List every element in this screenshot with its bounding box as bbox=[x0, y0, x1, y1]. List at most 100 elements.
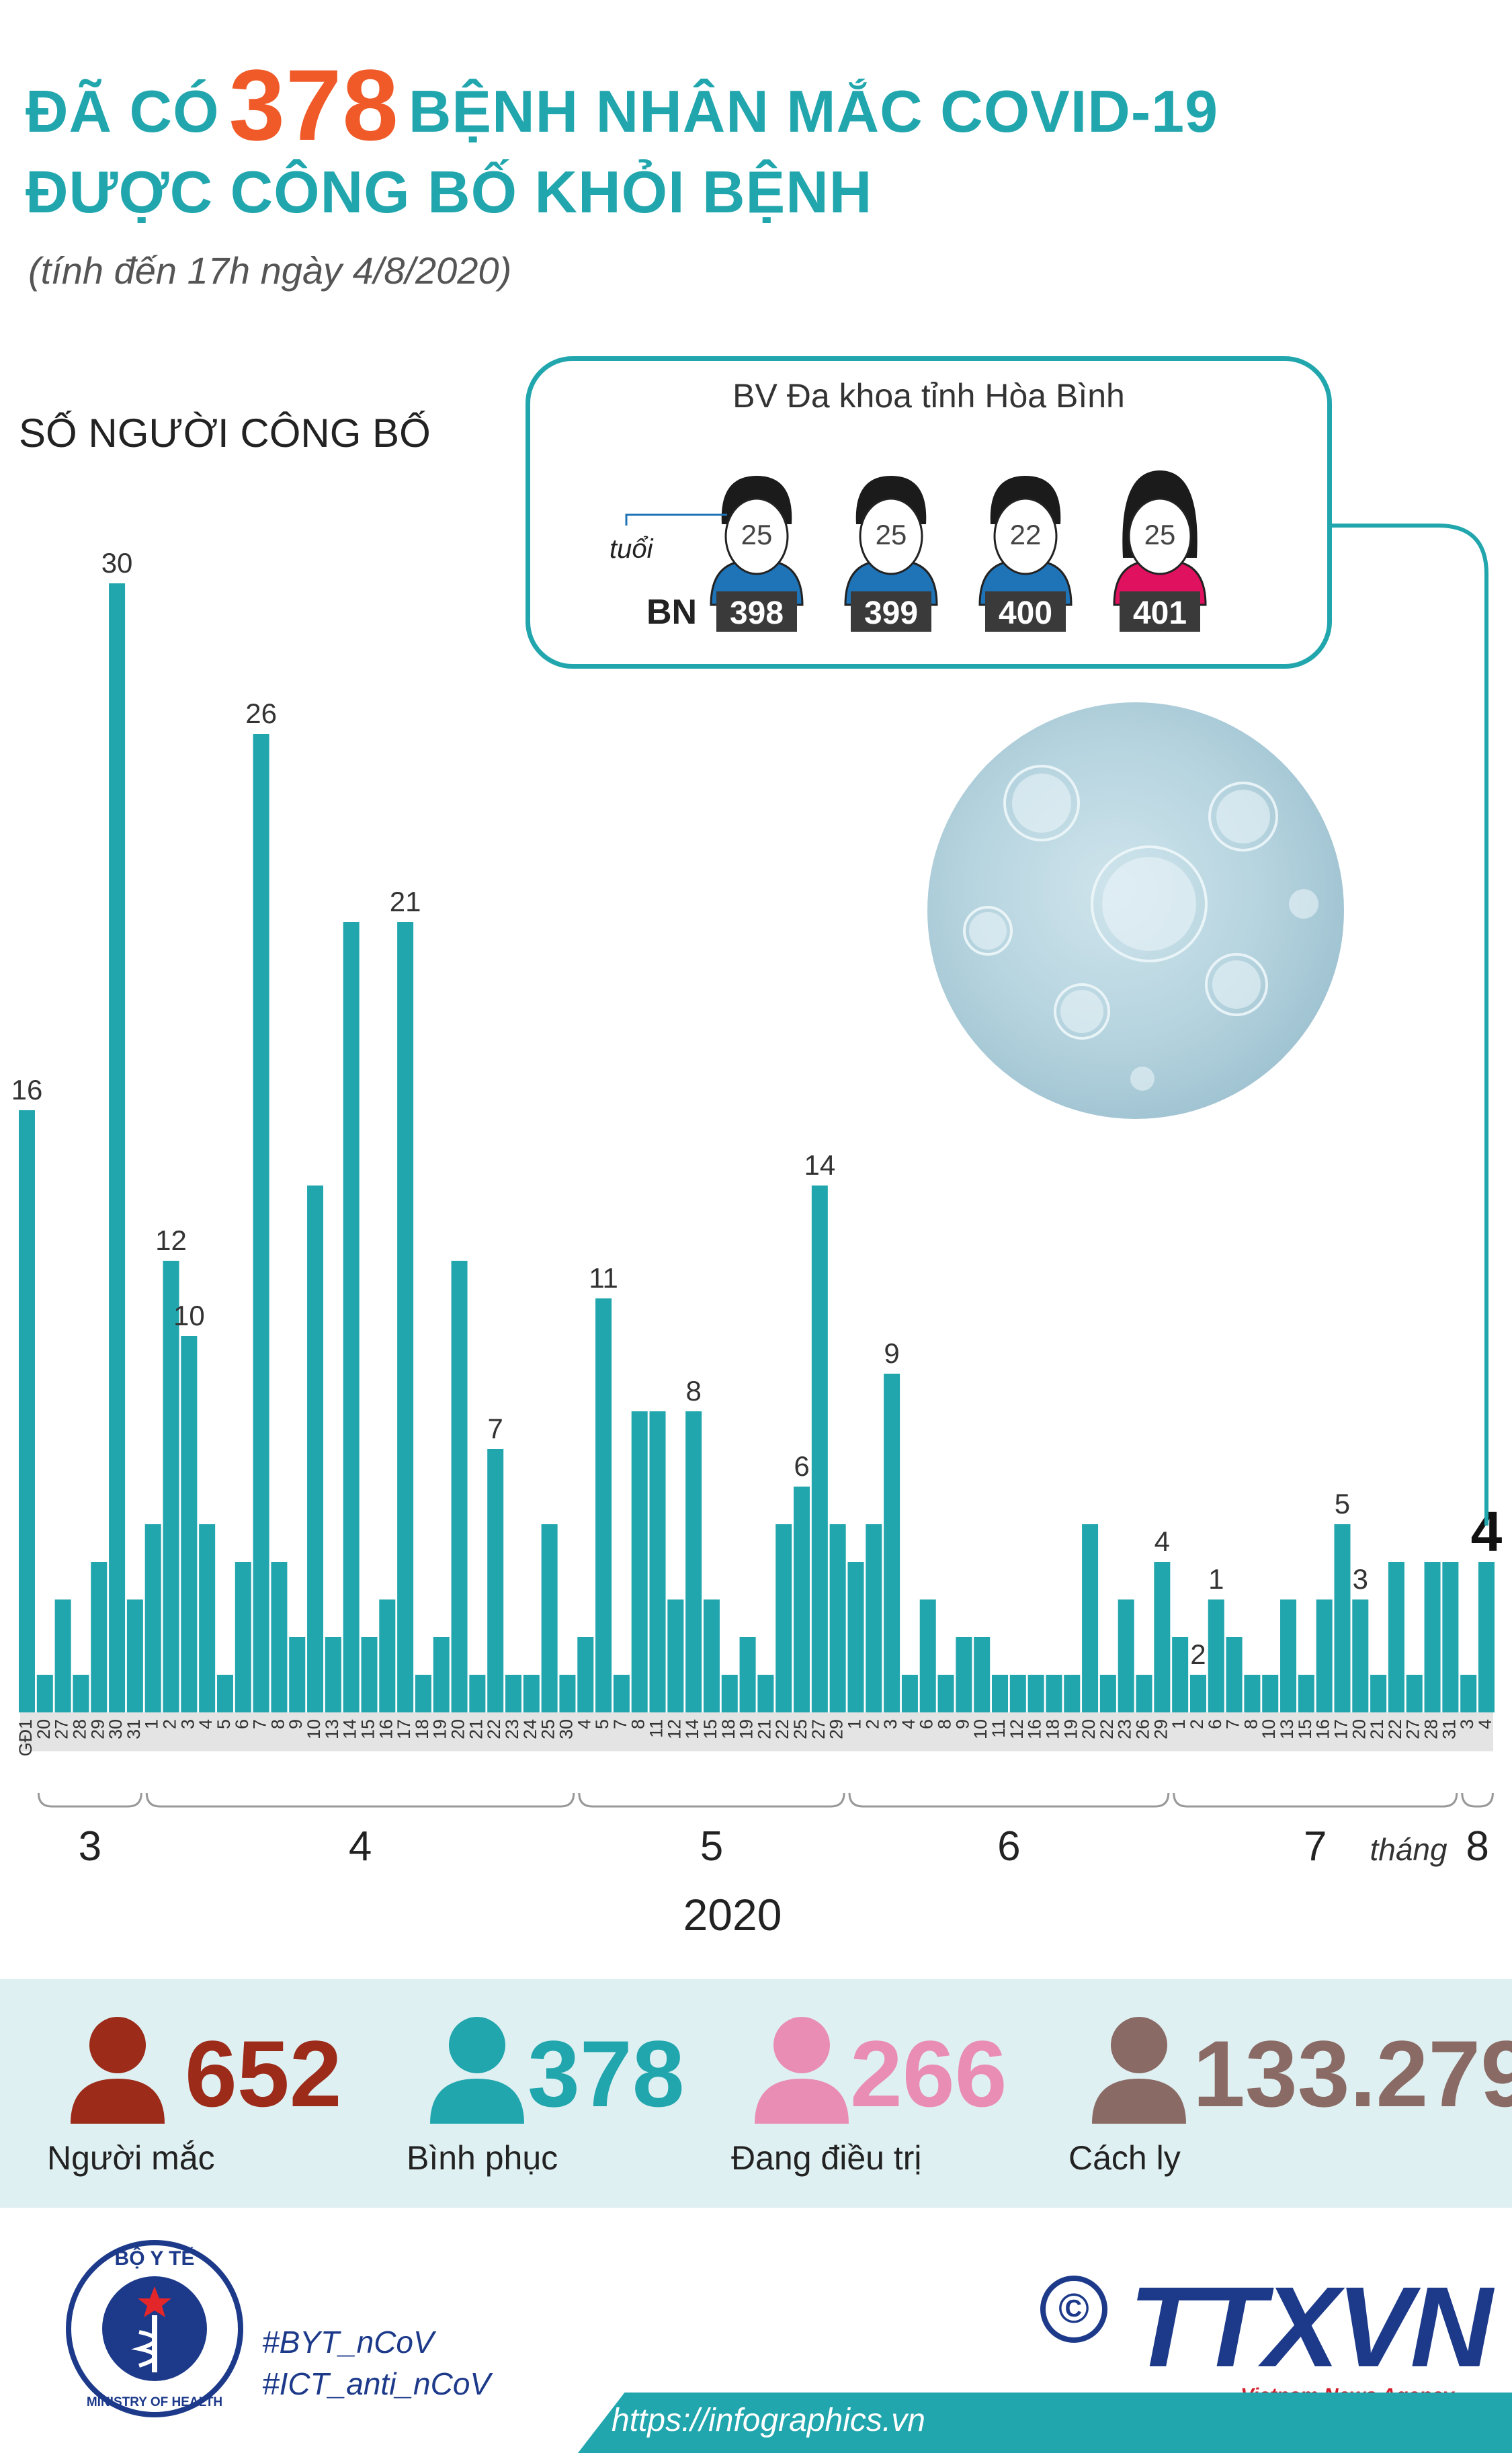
bar-41 bbox=[757, 1675, 774, 1712]
stat-label: Cách ly bbox=[1068, 2139, 1181, 2177]
x-tick-label: 14 bbox=[340, 1719, 360, 1739]
x-tick-label: 3 bbox=[177, 1719, 198, 1729]
stat-label: Đang điều trị bbox=[731, 2139, 922, 2177]
bar-30 bbox=[559, 1675, 576, 1712]
x-tick-label: 25 bbox=[790, 1719, 810, 1739]
bar-value-label: 11 bbox=[589, 1262, 618, 1294]
x-tick-label: 9 bbox=[952, 1719, 972, 1729]
x-tick-label: 31 bbox=[1439, 1719, 1459, 1739]
bar-9 bbox=[181, 1336, 198, 1712]
bar-45 bbox=[829, 1524, 846, 1712]
bar-14 bbox=[271, 1562, 288, 1712]
x-tick-label: 7 bbox=[1223, 1719, 1243, 1729]
bar-37 bbox=[685, 1411, 702, 1712]
bar-value-label: 4 bbox=[1154, 1526, 1170, 1557]
bar-54 bbox=[992, 1675, 1008, 1712]
bar-value-label: 14 bbox=[804, 1149, 835, 1181]
x-tick-label: 20 bbox=[34, 1719, 54, 1739]
bar-42 bbox=[775, 1524, 792, 1712]
x-tick-label: 23 bbox=[502, 1719, 522, 1739]
x-tick-label: 10 bbox=[970, 1719, 991, 1739]
bar-52 bbox=[956, 1637, 972, 1712]
bar-28 bbox=[523, 1675, 540, 1712]
x-tick-label: 18 bbox=[412, 1719, 432, 1739]
stat-value: 266 bbox=[850, 2021, 1007, 2126]
website-url[interactable]: https://infographics.vn bbox=[612, 2403, 925, 2438]
x-tick-label: 8 bbox=[935, 1719, 955, 1729]
bar-71 bbox=[1298, 1675, 1314, 1712]
x-tick-label: 24 bbox=[520, 1719, 540, 1739]
bar-73 bbox=[1334, 1524, 1351, 1712]
title-line-1: ĐÃ CÓ378 BỆNH NHÂN MẮC COVID-19 bbox=[26, 47, 1218, 163]
hospital-name: BV Đa khoa tỉnh Hòa Bình bbox=[732, 377, 1125, 415]
bar-19 bbox=[361, 1637, 378, 1712]
x-tick-label: 2 bbox=[862, 1719, 882, 1729]
bar-79 bbox=[1442, 1562, 1459, 1712]
bar-15 bbox=[289, 1637, 306, 1712]
bar-50 bbox=[919, 1599, 936, 1712]
stat-value: 378 bbox=[528, 2021, 685, 2126]
bar-77 bbox=[1406, 1675, 1423, 1712]
x-tick-label: 7 bbox=[610, 1719, 630, 1729]
x-tick-label: 29 bbox=[827, 1719, 847, 1739]
bar-23 bbox=[433, 1637, 450, 1712]
person-icon bbox=[71, 2017, 165, 2124]
x-tick-label: 15 bbox=[700, 1719, 720, 1739]
bar-11 bbox=[216, 1675, 233, 1712]
x-tick-label: 19 bbox=[737, 1719, 757, 1739]
bar-62 bbox=[1136, 1675, 1152, 1712]
stat-label: Bình phục bbox=[407, 2139, 558, 2177]
x-tick-label: 28 bbox=[1421, 1719, 1441, 1739]
x-tick-label: 15 bbox=[1295, 1719, 1315, 1739]
x-tick-label: 8 bbox=[267, 1719, 288, 1729]
bar-76 bbox=[1388, 1562, 1404, 1712]
x-tick-label: 8 bbox=[628, 1719, 648, 1729]
bar-7 bbox=[144, 1524, 161, 1712]
virus-illustration bbox=[963, 765, 1318, 1091]
age-pointer-line bbox=[625, 513, 727, 526]
x-tick-label: 22 bbox=[772, 1719, 792, 1739]
x-tick-label: 6 bbox=[917, 1719, 937, 1729]
x-tick-label: 27 bbox=[808, 1719, 829, 1739]
x-tick-label: 29 bbox=[1150, 1719, 1171, 1739]
title-line-2: ĐƯỢC CÔNG BỐ KHỎI BỆNH bbox=[26, 159, 873, 225]
bar-46 bbox=[847, 1562, 864, 1712]
bar-66 bbox=[1208, 1599, 1224, 1712]
bar-value-label: 7 bbox=[488, 1413, 503, 1444]
x-tick-label: 14 bbox=[682, 1719, 702, 1739]
bar-1 bbox=[36, 1675, 53, 1712]
bar-56 bbox=[1027, 1675, 1044, 1712]
month-bracket bbox=[37, 1792, 142, 1808]
bar-value-label: 6 bbox=[794, 1450, 809, 1482]
x-tick-label: 16 bbox=[1025, 1719, 1045, 1739]
x-tick-label: 21 bbox=[754, 1719, 774, 1739]
connector-line bbox=[1332, 524, 1488, 1526]
bar-29 bbox=[541, 1524, 558, 1712]
bar-59 bbox=[1082, 1524, 1099, 1712]
title-prefix: ĐÃ CÓ bbox=[26, 78, 220, 144]
x-tick-label: 16 bbox=[376, 1719, 396, 1739]
bar-13 bbox=[253, 734, 269, 1712]
x-tick-label: 30 bbox=[106, 1719, 126, 1739]
x-tick-label: 20 bbox=[448, 1719, 468, 1739]
bar-value-label: 16 bbox=[11, 1074, 43, 1106]
bar-34 bbox=[631, 1411, 648, 1712]
bar-81 bbox=[1478, 1562, 1495, 1712]
x-tick-label: 30 bbox=[556, 1719, 576, 1739]
person-icon bbox=[755, 2017, 849, 2124]
patient-figure-401: 25 401 bbox=[1113, 470, 1207, 632]
bar-5 bbox=[109, 583, 126, 1712]
x-tick-label: 12 bbox=[1007, 1719, 1027, 1739]
bar-value-label: 3 bbox=[1353, 1563, 1368, 1595]
bar-16 bbox=[307, 1186, 324, 1712]
bar-6 bbox=[126, 1599, 143, 1712]
x-tick-label: 10 bbox=[304, 1719, 324, 1739]
x-tick-label: 29 bbox=[87, 1719, 108, 1739]
hashtag-ict: #ICT_anti_nCoV bbox=[262, 2366, 491, 2401]
bar-2 bbox=[54, 1599, 71, 1712]
x-tick-label: 1 bbox=[142, 1719, 162, 1729]
x-tick-label: 1 bbox=[844, 1719, 864, 1729]
month-label-3: 3 bbox=[79, 1823, 101, 1870]
bn-label: BN bbox=[646, 593, 697, 632]
bar-18 bbox=[343, 922, 360, 1712]
